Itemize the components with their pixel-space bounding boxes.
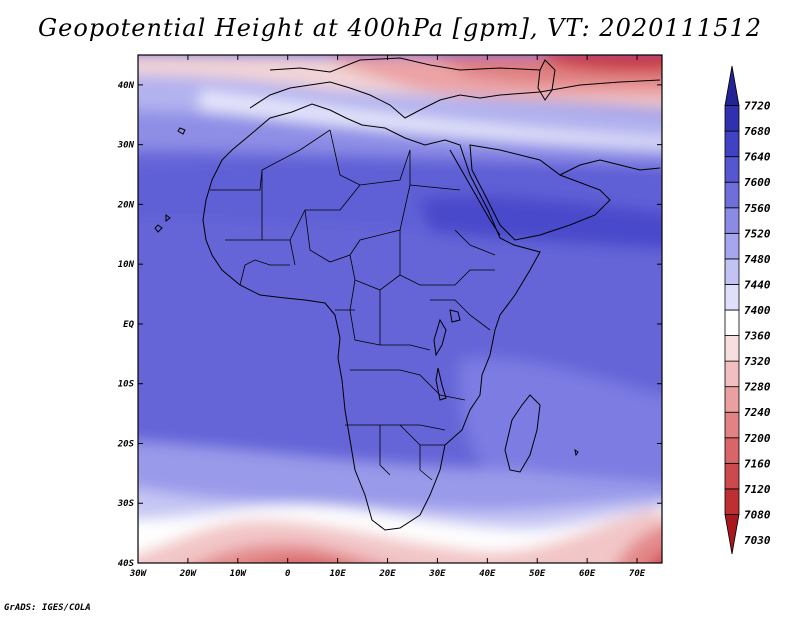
colorbar-swatch [724,65,740,106]
colorbar-label: 7720 [744,100,771,113]
colorbar-swatch [724,309,740,336]
x-tick-label: 40E [479,569,496,579]
y-tick-label: 40N [118,81,135,91]
colorbar-swatch [724,258,740,285]
colorbar-swatch [724,181,740,209]
colorbar-label: 7640 [744,151,771,164]
axes: 30W 20W 10W 0 10E 20E 30E 40E 50E 60E 70E 40N 30N 20N… [117,55,662,579]
colorbar-label: 7360 [744,330,771,343]
colorbar-label: 7680 [744,125,771,138]
colorbar-label: 7520 [744,227,771,240]
colorbar: 7030 7080 7120 7160 7200 7240 7280 7320 7360 7400… [724,65,771,555]
x-tick-label: 10W [230,569,248,579]
height-field [138,55,662,563]
colorbar-swatch [724,488,740,515]
x-tick-label: 50E [529,569,546,579]
colorbar-label: 7440 [744,278,771,291]
x-tick-label: 70E [629,569,646,579]
colorbar-swatch [724,156,740,183]
colorbar-label: 7600 [744,176,771,189]
x-tick-label: 20W [179,569,198,579]
y-tick-label: 30N [117,141,135,151]
colorbar-swatch [724,284,740,311]
colorbar-label: 7320 [744,355,771,368]
map-title: Geopotential Height at 400hPa [gpm], VT:… [38,14,762,42]
x-tick-label: 30E [428,569,446,579]
colorbar-label: 7030 [744,534,771,547]
y-tick-label: EQ [123,320,134,330]
x-tick-label: 20E [378,569,396,579]
colorbar-swatch [724,105,740,132]
colorbar-swatch [724,462,740,490]
colorbar-label: 7240 [744,406,771,419]
colorbar-label: 7080 [744,508,771,521]
colorbar-swatch [724,335,740,362]
colorbar-swatch [724,360,740,388]
x-tick-label: 60E [579,569,596,579]
colorbar-label: 7160 [744,457,771,470]
y-tick-label: 20S [117,439,135,449]
colorbar-label: 7120 [744,483,771,496]
plot-frame [137,54,663,564]
colorbar-label: 7400 [744,304,771,317]
y-tick-label: 10N [118,260,135,270]
colorbar-label: 7560 [744,202,771,215]
colorbar-swatch [724,207,740,234]
y-tick-label: 20N [117,200,135,210]
x-tick-label: 0 [285,569,291,579]
y-tick-label: 10S [118,380,135,390]
colorbar-swatch [724,386,740,413]
x-tick-label: 10E [329,569,346,579]
colorbar-label: 7280 [744,381,771,394]
colorbar-swatch [724,232,740,260]
colorbar-swatch [724,411,740,439]
y-tick-label: 40S [118,559,135,569]
colorbar-swatch [724,437,740,464]
colorbar-swatch [724,514,740,555]
y-tick-label: 30S [117,499,135,509]
x-tick-label: 30W [129,569,148,579]
colorbar-label: 7480 [744,253,771,266]
colorbar-swatch [724,130,740,158]
country-borders [210,129,496,481]
colorbar-label: 7200 [744,432,771,445]
coastlines [154,57,661,531]
credit-label: GrADS: IGES/COLA [4,603,91,613]
